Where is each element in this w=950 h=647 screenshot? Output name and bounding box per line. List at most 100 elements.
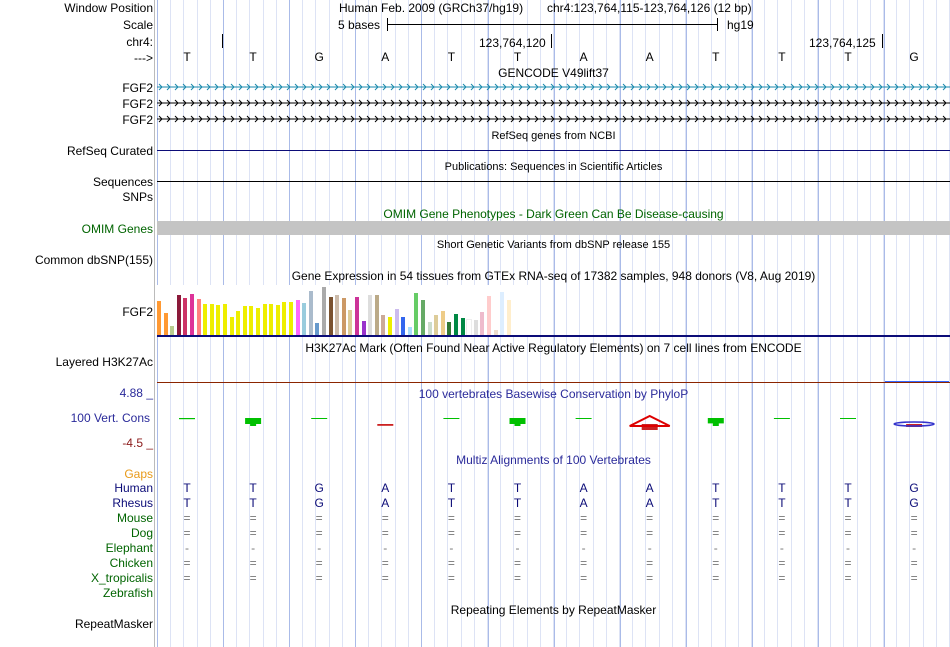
gene-label[interactable]: FGF2 [122, 113, 153, 127]
gtex-tissue-bar[interactable] [262, 304, 267, 335]
gtex-tissue-bar[interactable] [295, 300, 300, 335]
gtex-tissue-bar[interactable] [256, 308, 260, 335]
species-label[interactable]: Mouse [116, 511, 153, 525]
strand-chevron [694, 83, 699, 91]
alignment-base: = [447, 511, 455, 525]
gtex-tissue-bar[interactable] [434, 315, 439, 335]
gtex-tissue-bar[interactable] [183, 298, 188, 335]
gencode-transcripts[interactable] [157, 80, 950, 128]
gtex-tissue-bar[interactable] [328, 297, 333, 335]
gtex-tissue-bar[interactable] [176, 295, 181, 335]
gtex-tissue-bar[interactable] [289, 302, 293, 335]
gtex-tissue-bar[interactable] [196, 299, 201, 335]
alignment-base: = [315, 556, 323, 570]
gtex-track-title[interactable]: Gene Expression in 54 tissues from GTEx … [291, 269, 816, 283]
phylop-plot[interactable] [157, 408, 950, 438]
gtex-tissue-bar[interactable] [487, 296, 491, 335]
gtex-tissue-bar[interactable] [394, 309, 399, 335]
refseq-track-title[interactable]: RefSeq genes from NCBI [491, 130, 616, 142]
gtex-tissue-bar[interactable] [282, 302, 287, 335]
gencode-track-title[interactable]: GENCODE V49lift37 [498, 66, 609, 80]
gtex-tissue-bar[interactable] [421, 300, 425, 335]
refseq-label[interactable]: RefSeq Curated [66, 144, 153, 158]
species-label[interactable]: Chicken [109, 556, 153, 570]
gtex-tissue-bar[interactable] [322, 287, 326, 335]
omim-track-title[interactable]: OMIM Gene Phenotypes - Dark Green Can Be… [383, 207, 724, 221]
gtex-tissue-bar[interactable] [236, 311, 241, 335]
gtex-tissue-bar[interactable] [500, 292, 505, 335]
gtex-tissue-bar[interactable] [170, 326, 175, 335]
multiz-track-title[interactable]: Multiz Alignments of 100 Vertebrates [456, 453, 651, 467]
omim-feature-bar[interactable] [157, 221, 950, 235]
phylop-label[interactable]: 100 Vert. Cons [70, 411, 150, 425]
strand-chevron [470, 99, 475, 107]
h3k27ac-track-title[interactable]: H3K27Ac Mark (Often Found Near Active Re… [305, 341, 802, 355]
gtex-tissue-bar[interactable] [315, 323, 320, 335]
species-label[interactable]: Zebrafish [102, 586, 153, 600]
publications-line[interactable] [157, 181, 950, 182]
gtex-tissue-bar[interactable] [361, 321, 366, 335]
gtex-tissue-bar[interactable] [466, 319, 473, 336]
dbsnp-track-title[interactable]: Short Genetic Variants from dbSNP releas… [436, 239, 671, 251]
gtex-tissue-bar[interactable] [368, 295, 373, 335]
gtex-tissue-bar[interactable] [216, 305, 221, 335]
gtex-tissue-bar[interactable] [341, 298, 346, 335]
gtex-tissue-bar[interactable] [163, 313, 168, 335]
strand-chevron [310, 99, 315, 107]
strand-chevron [710, 115, 715, 123]
gtex-tissue-bar[interactable] [190, 294, 194, 335]
gtex-tissue-bar[interactable] [473, 320, 478, 335]
gtex-tissue-bar[interactable] [407, 327, 412, 335]
gtex-tissue-bar[interactable] [229, 317, 234, 335]
snps-label[interactable]: SNPs [122, 190, 153, 204]
gtex-tissue-bar[interactable] [388, 317, 392, 335]
gtex-tissue-bar[interactable] [506, 300, 511, 335]
gtex-tissue-bar[interactable] [427, 322, 432, 335]
species-label[interactable]: Rhesus [112, 496, 153, 510]
omim-label[interactable]: OMIM Genes [81, 222, 153, 236]
gtex-tissue-bar[interactable] [209, 304, 214, 335]
alignment-base: = [910, 511, 918, 525]
gtex-tissue-bar[interactable] [460, 318, 465, 335]
h3k27ac-label[interactable]: Layered H3K27Ac [55, 355, 153, 369]
gtex-bar-chart[interactable] [157, 285, 537, 336]
species-label[interactable]: Dog [130, 526, 153, 540]
gtex-tissue-bar[interactable] [348, 310, 353, 335]
species-label[interactable]: X_tropicalis [90, 571, 153, 585]
gtex-tissue-bar[interactable] [454, 314, 458, 335]
gtex-tissue-bar[interactable] [414, 293, 419, 335]
sequences-label[interactable]: Sequences [92, 175, 153, 189]
gtex-tissue-bar[interactable] [401, 317, 406, 335]
gene-label[interactable]: FGF2 [122, 97, 153, 111]
gtex-tissue-bar[interactable] [480, 312, 485, 335]
position-text[interactable]: chr4:123,764,115-123,764,126 (12 bp) [547, 1, 752, 15]
refseq-gene-line[interactable] [157, 150, 950, 151]
gtex-tissue-bar[interactable] [269, 304, 274, 335]
gtex-tissue-bar[interactable] [493, 330, 498, 335]
gtex-tissue-bar[interactable] [381, 315, 386, 335]
gtex-tissue-bar[interactable] [335, 295, 340, 335]
publications-track-title[interactable]: Publications: Sequences in Scientific Ar… [444, 161, 663, 173]
gtex-tissue-bar[interactable] [275, 305, 280, 335]
dbsnp-label[interactable]: Common dbSNP(155) [34, 253, 153, 267]
gtex-tissue-bar[interactable] [302, 303, 307, 335]
gtex-tissue-bar[interactable] [249, 306, 254, 335]
species-label[interactable]: Human [114, 481, 153, 495]
gtex-tissue-bar[interactable] [374, 295, 379, 335]
gtex-tissue-bar[interactable] [440, 311, 445, 335]
gtex-tissue-bar[interactable] [242, 306, 247, 335]
species-label[interactable]: Elephant [105, 541, 153, 555]
gtex-tissue-bar[interactable] [447, 322, 452, 335]
repeatmasker-label[interactable]: RepeatMasker [74, 617, 153, 631]
gtex-gene-label[interactable]: FGF2 [122, 305, 153, 319]
gtex-tissue-bar[interactable] [308, 291, 313, 335]
repeatmasker-track-title[interactable]: Repeating Elements by RepeatMasker [450, 603, 657, 617]
gtex-tissue-bar[interactable] [203, 304, 208, 335]
gtex-tissue-bar[interactable] [223, 304, 227, 335]
phylop-track-title[interactable]: 100 vertebrates Basewise Conservation by… [418, 387, 689, 401]
alignment-base: = [580, 571, 588, 585]
gtex-tissue-bar[interactable] [355, 297, 359, 335]
gene-label[interactable]: FGF2 [122, 81, 153, 95]
gtex-tissue-bar[interactable] [157, 301, 161, 335]
